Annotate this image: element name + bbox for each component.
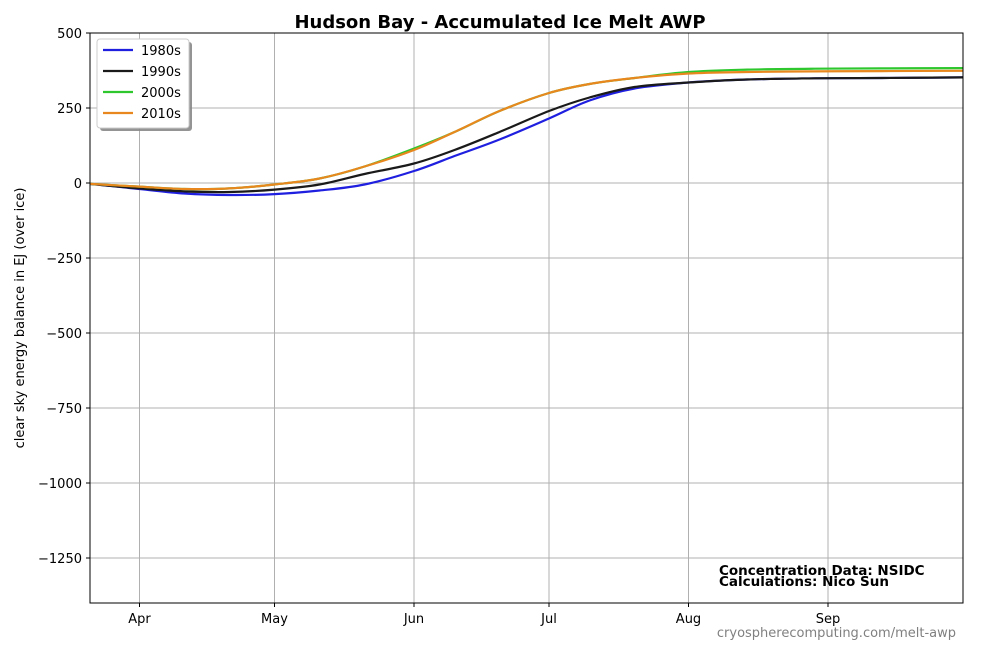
- y-tick-label: −1250: [38, 552, 82, 567]
- legend-label-1990s: 1990s: [141, 65, 181, 80]
- chart-title: Hudson Bay - Accumulated Ice Melt AWP: [294, 12, 705, 33]
- x-tick-label: Apr: [128, 612, 151, 627]
- legend-label-2010s: 2010s: [141, 107, 181, 122]
- x-tick-label: Aug: [676, 612, 701, 627]
- legend-label-2000s: 2000s: [141, 86, 181, 101]
- credit-url: cryospherecomputing.com/melt-awp: [717, 626, 956, 641]
- annotation-calculations: Calculations: Nico Sun: [719, 574, 889, 590]
- x-axis-ticks: Apr May Jun Jul Aug Sep: [128, 603, 840, 627]
- series-line-2010s: [89, 69, 964, 191]
- y-tick-label: 0: [74, 177, 82, 192]
- series-lines: [89, 67, 964, 197]
- annotation-data-source: Concentration Data: NSIDC: [719, 563, 925, 579]
- series-line-1990s: [89, 76, 964, 194]
- y-axis-ticks: 500 250 0 −250 −500 −750 −1000 −1250: [38, 27, 90, 567]
- y-tick-label: −750: [46, 402, 82, 417]
- x-tick-label: Jul: [540, 612, 557, 627]
- x-tick-label: Jun: [403, 612, 424, 627]
- x-tick-label: May: [261, 612, 288, 627]
- y-axis-label: clear sky energy balance in EJ (over ice…: [13, 188, 28, 449]
- y-tick-label: 500: [57, 27, 82, 42]
- legend: 1980s 1990s 2000s 2010s: [96, 38, 192, 131]
- y-tick-label: −250: [46, 252, 82, 267]
- y-tick-label: 250: [57, 102, 82, 117]
- plot-frame: [89, 32, 964, 604]
- legend-box: [96, 38, 190, 129]
- legend-label-1980s: 1980s: [141, 44, 181, 59]
- grid: [90, 32, 963, 603]
- x-tick-label: Sep: [816, 612, 841, 627]
- y-tick-label: −1000: [38, 477, 82, 492]
- y-tick-label: −500: [46, 327, 82, 342]
